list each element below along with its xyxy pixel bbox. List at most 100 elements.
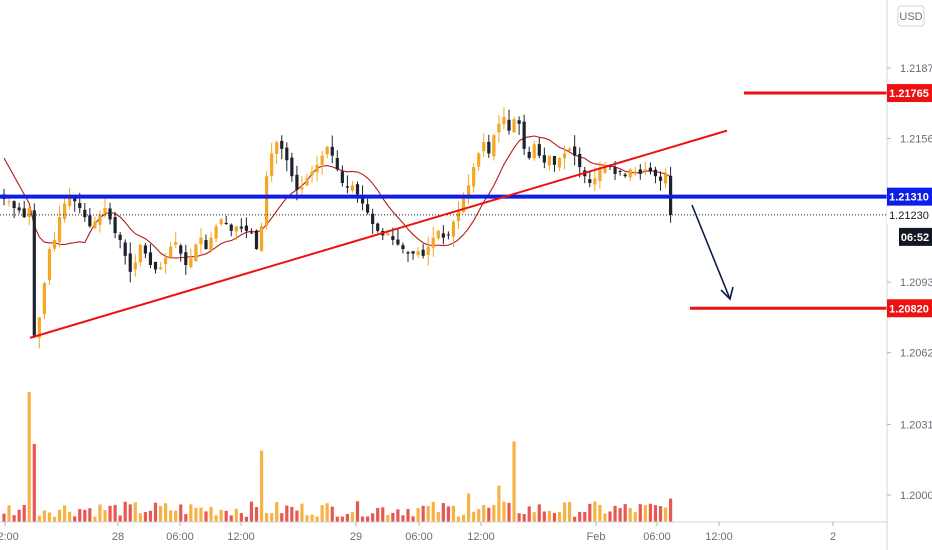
volume-bar	[244, 516, 248, 522]
volume-bar	[360, 516, 365, 522]
volume-bar	[224, 510, 228, 522]
currency-button[interactable]: USD	[897, 5, 925, 27]
volume-bar	[290, 506, 294, 522]
candle-body	[32, 210, 36, 336]
volume-bar	[477, 508, 481, 522]
candle-body	[199, 237, 203, 245]
volume-bar	[194, 507, 198, 522]
volume-bar	[426, 505, 430, 522]
candle-body	[578, 153, 582, 168]
candle-body	[456, 210, 461, 221]
volume-bar	[436, 512, 440, 522]
candle-body	[224, 222, 228, 224]
volume-bar	[371, 513, 375, 522]
candle-body	[204, 240, 208, 250]
arrow-shaft	[691, 204, 731, 300]
candle-body	[88, 215, 92, 227]
volume-bar	[47, 512, 52, 522]
volume-bar	[265, 512, 269, 522]
candle-body	[315, 164, 319, 173]
candle-body	[532, 144, 536, 159]
candle-body	[527, 151, 531, 158]
candle-body	[22, 208, 26, 218]
volume-bar	[83, 509, 87, 522]
volume-bar	[406, 509, 410, 522]
price-badge-label: 1.20820	[889, 303, 929, 315]
volume-bar	[557, 511, 562, 522]
candle-body	[7, 201, 11, 203]
candle-body	[219, 219, 223, 225]
volume-bar	[658, 506, 663, 522]
volume-bar	[391, 512, 395, 522]
volume-bar	[618, 508, 622, 522]
candle-body	[254, 230, 259, 250]
candle-body	[73, 197, 77, 202]
volume-bar	[340, 516, 344, 522]
candle-body	[285, 147, 289, 161]
candle-body	[386, 233, 390, 236]
time-tick-label: 06:00	[643, 531, 671, 543]
volume-bar	[552, 512, 557, 522]
price-axis[interactable]: 1.21875 1.21565 1.20935 1.20625 1.20310 1.200…	[886, 0, 932, 550]
volume-bar	[98, 504, 102, 522]
candle-body	[446, 234, 450, 236]
time-axis[interactable]: 12:00 28 06:00 12:00 29 06:00 12:00 Feb 06:00 12:…	[0, 521, 887, 543]
volume-bar	[416, 508, 420, 522]
volume-bar	[411, 516, 415, 522]
candle-body	[98, 214, 102, 225]
candle-body	[593, 178, 597, 185]
volume-bar	[386, 514, 390, 522]
time-tick-label: 28	[112, 531, 124, 543]
volume-bar	[280, 513, 284, 522]
volume-bar	[330, 506, 334, 522]
volume-bar	[568, 501, 572, 522]
candle-body	[588, 179, 592, 184]
volume-bar	[22, 504, 26, 522]
candle-body	[542, 155, 546, 163]
volume-bar	[431, 501, 435, 522]
candle-body	[118, 234, 122, 240]
volume-bar	[108, 505, 112, 522]
volume-bar	[204, 511, 208, 522]
trendline	[29, 129, 728, 339]
volume-bar	[315, 516, 319, 522]
candle-body	[487, 141, 491, 154]
candle-body	[37, 317, 41, 338]
volume-bar	[578, 511, 582, 522]
candle-body	[608, 165, 612, 168]
candle-body	[537, 144, 541, 156]
candle-body	[214, 226, 218, 239]
candle-body	[522, 121, 526, 149]
time-tick-label: 12:00	[227, 531, 255, 543]
time-tick-label: 06:00	[405, 531, 433, 543]
volume-bar	[234, 508, 238, 522]
candle-body	[653, 169, 658, 177]
countdown-label: 06:52	[901, 232, 929, 244]
candle-body	[123, 242, 127, 256]
volume-bar	[355, 501, 360, 522]
volume-bar	[583, 511, 587, 522]
volume-bar	[189, 504, 193, 522]
candle-body	[467, 185, 471, 198]
candle-body	[280, 140, 284, 149]
volume-bar	[118, 515, 122, 522]
candle-body	[68, 196, 72, 206]
volume-bar	[259, 450, 264, 522]
volume-bar	[219, 509, 223, 522]
arrow-head	[720, 286, 734, 301]
volume-bar	[588, 503, 592, 522]
candle-body	[244, 225, 248, 231]
candle-body	[633, 171, 637, 173]
volume-bar	[542, 511, 546, 522]
candle-body	[229, 224, 233, 231]
volume-bar	[633, 512, 637, 522]
volume-bar	[143, 512, 147, 522]
volume-bar	[396, 509, 400, 522]
volume-bar	[335, 516, 339, 522]
candle-body	[411, 251, 415, 254]
time-tick-label: 06:00	[166, 531, 194, 543]
time-tick-label: 2	[830, 531, 836, 543]
candle-body	[83, 209, 87, 218]
candle-body	[138, 244, 142, 263]
candle-body	[295, 174, 299, 190]
